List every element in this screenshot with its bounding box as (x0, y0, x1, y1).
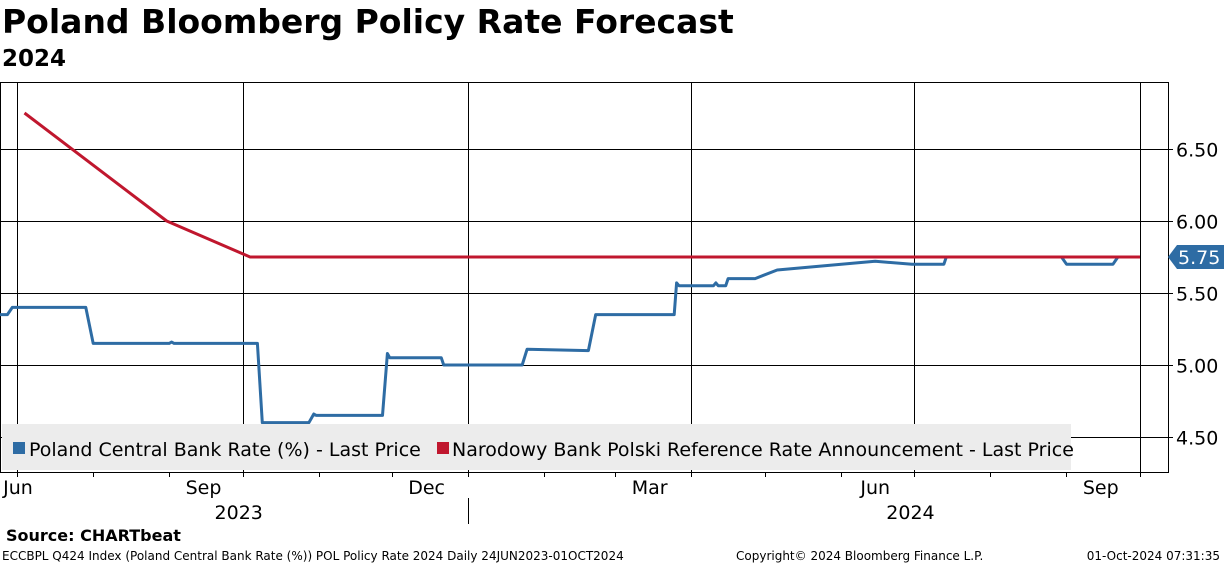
legend-label: Narodowy Bank Polski Reference Rate Anno… (452, 439, 1074, 461)
x-tick-label: Sep (186, 477, 222, 499)
legend: Poland Central Bank Rate (%) - Last Pric… (2, 424, 1074, 470)
year-label: 2024 (886, 502, 934, 524)
last-value-badge (1168, 245, 1224, 269)
y-tick-label: 6.00 (1176, 212, 1218, 234)
footer-ticker-info: ECCBPL Q424 Index (Poland Central Bank R… (2, 549, 624, 563)
x-tick-label: Jun (2, 477, 33, 499)
x-tick-label: Dec (408, 477, 445, 499)
axis-labels-layer: 4.50 5.00 5.50 6.00 6.50 Jun Sep Dec Mar Jun Sep 20… (2, 140, 1224, 524)
chart-subtitle: 2024 (2, 46, 67, 72)
year-label: 2023 (215, 502, 263, 524)
legend-swatch (437, 442, 449, 454)
series-layer (0, 111, 1140, 425)
last-value-label: 5.75 (1178, 247, 1220, 269)
chart-title: Poland Bloomberg Policy Rate Forecast (2, 2, 734, 41)
axes-layer (0, 82, 1173, 524)
footer-copyright: Copyright© 2024 Bloomberg Finance L.P. (736, 549, 984, 563)
source-note: Source: CHARTbeat (6, 526, 181, 545)
y-tick-label: 6.50 (1176, 140, 1218, 162)
footer-timestamp: 01-Oct-2024 07:31:35 (1086, 549, 1220, 563)
series-line-1 (0, 255, 1140, 425)
y-tick-label: 5.00 (1176, 356, 1218, 378)
grid-layer (0, 82, 1168, 472)
y-tick-label: 4.50 (1176, 428, 1218, 450)
x-tick-label: Sep (1083, 477, 1119, 499)
legend-label: Poland Central Bank Rate (%) - Last Pric… (29, 439, 421, 461)
legend-box (2, 424, 1071, 470)
series-line-2 (23, 111, 1140, 259)
legend-swatch (13, 442, 25, 454)
y-tick-label: 5.50 (1176, 284, 1218, 306)
x-tick-label: Mar (632, 477, 668, 499)
x-tick-label: Jun (859, 477, 890, 499)
policy-rate-chart: Poland Central Bank Rate (%) - Last Pric… (0, 82, 1224, 524)
plot-frame (0, 82, 1169, 473)
